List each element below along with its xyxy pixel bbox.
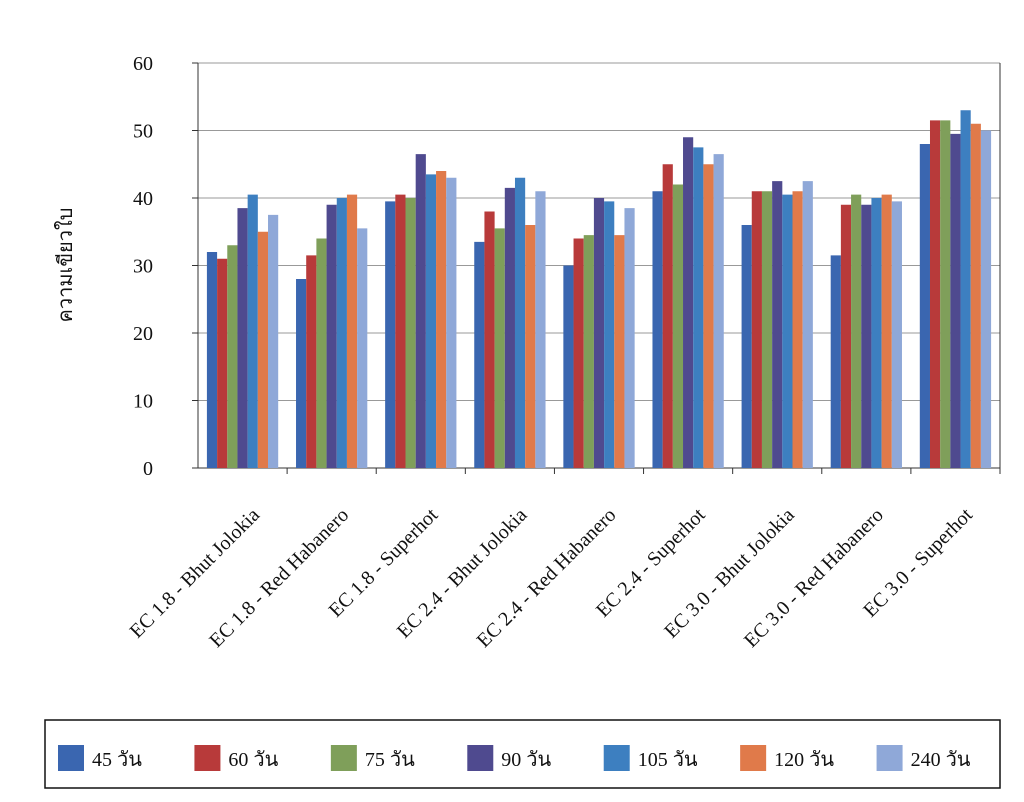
y-tick-label: 50 bbox=[133, 121, 153, 143]
bar bbox=[247, 194, 258, 468]
bar bbox=[851, 194, 862, 468]
bar bbox=[980, 130, 992, 468]
legend-label: 75 วัน bbox=[365, 749, 415, 771]
bar bbox=[346, 194, 358, 468]
legend-swatch bbox=[603, 745, 630, 771]
legend-swatch bbox=[876, 745, 903, 771]
bar bbox=[257, 231, 269, 468]
bar bbox=[268, 214, 279, 468]
legend-swatch bbox=[740, 745, 767, 771]
bar bbox=[652, 191, 663, 468]
bar bbox=[405, 198, 416, 468]
bar bbox=[504, 187, 515, 468]
y-tick-label: 10 bbox=[133, 391, 153, 413]
bar bbox=[474, 241, 485, 468]
legend-swatch bbox=[194, 745, 221, 771]
bar bbox=[535, 191, 546, 468]
legend-box bbox=[44, 719, 1001, 789]
legend-swatch bbox=[467, 745, 494, 771]
bar bbox=[425, 174, 437, 468]
bar bbox=[693, 147, 704, 468]
bar bbox=[713, 154, 724, 468]
y-tick-label: 0 bbox=[143, 458, 153, 480]
bar bbox=[227, 245, 238, 468]
bar bbox=[929, 120, 941, 468]
y-tick-label: 40 bbox=[133, 188, 153, 210]
bar bbox=[206, 252, 218, 468]
bar bbox=[336, 198, 347, 468]
bar bbox=[296, 279, 307, 468]
bar bbox=[881, 194, 892, 468]
bar bbox=[830, 255, 841, 468]
legend-label: 90 วัน bbox=[501, 749, 551, 771]
bar bbox=[891, 201, 902, 468]
y-axis-label: ความเขียวใบ bbox=[54, 208, 77, 323]
y-tick-label: 20 bbox=[133, 323, 153, 345]
bar bbox=[662, 164, 673, 468]
legend-label: 240 วัน bbox=[911, 749, 971, 771]
legend-label: 60 วัน bbox=[228, 749, 278, 771]
bar bbox=[593, 198, 605, 468]
bar bbox=[840, 204, 852, 468]
bar bbox=[614, 235, 625, 468]
bar bbox=[741, 225, 752, 468]
bar bbox=[484, 211, 495, 468]
bar bbox=[316, 238, 327, 468]
bar bbox=[446, 177, 457, 468]
bar bbox=[624, 208, 635, 468]
bar bbox=[703, 164, 714, 468]
bar bbox=[415, 154, 426, 468]
bar bbox=[792, 191, 803, 468]
bar bbox=[395, 194, 406, 468]
bar bbox=[563, 265, 574, 468]
bar bbox=[514, 177, 526, 468]
bar bbox=[604, 201, 615, 468]
bar bbox=[861, 204, 872, 468]
bar bbox=[761, 191, 773, 468]
legend-label: 105 วัน bbox=[638, 749, 698, 771]
y-tick-label: 30 bbox=[133, 256, 153, 278]
bar bbox=[940, 120, 951, 468]
bar bbox=[525, 225, 536, 468]
bar bbox=[919, 144, 930, 468]
bar bbox=[385, 201, 396, 468]
bar bbox=[772, 181, 783, 468]
bar bbox=[970, 123, 981, 468]
bar bbox=[950, 133, 961, 468]
legend-label: 120 วัน bbox=[774, 749, 834, 771]
bar bbox=[573, 238, 584, 468]
bar bbox=[306, 255, 317, 468]
bar bbox=[960, 110, 971, 468]
bar bbox=[802, 181, 813, 468]
bar bbox=[672, 184, 684, 468]
bar bbox=[217, 258, 228, 468]
bar bbox=[751, 191, 762, 468]
legend-swatch bbox=[330, 745, 357, 771]
bar bbox=[782, 194, 793, 468]
bar bbox=[494, 228, 505, 468]
bar bbox=[237, 208, 248, 468]
legend-label: 45 วัน bbox=[92, 749, 142, 771]
bar bbox=[683, 137, 694, 468]
y-tick-label: 60 bbox=[133, 53, 153, 75]
legend-swatch bbox=[58, 745, 84, 771]
bar bbox=[326, 204, 337, 468]
bar bbox=[357, 228, 368, 468]
bar bbox=[583, 235, 594, 468]
bar bbox=[871, 198, 882, 468]
bar bbox=[436, 171, 447, 468]
